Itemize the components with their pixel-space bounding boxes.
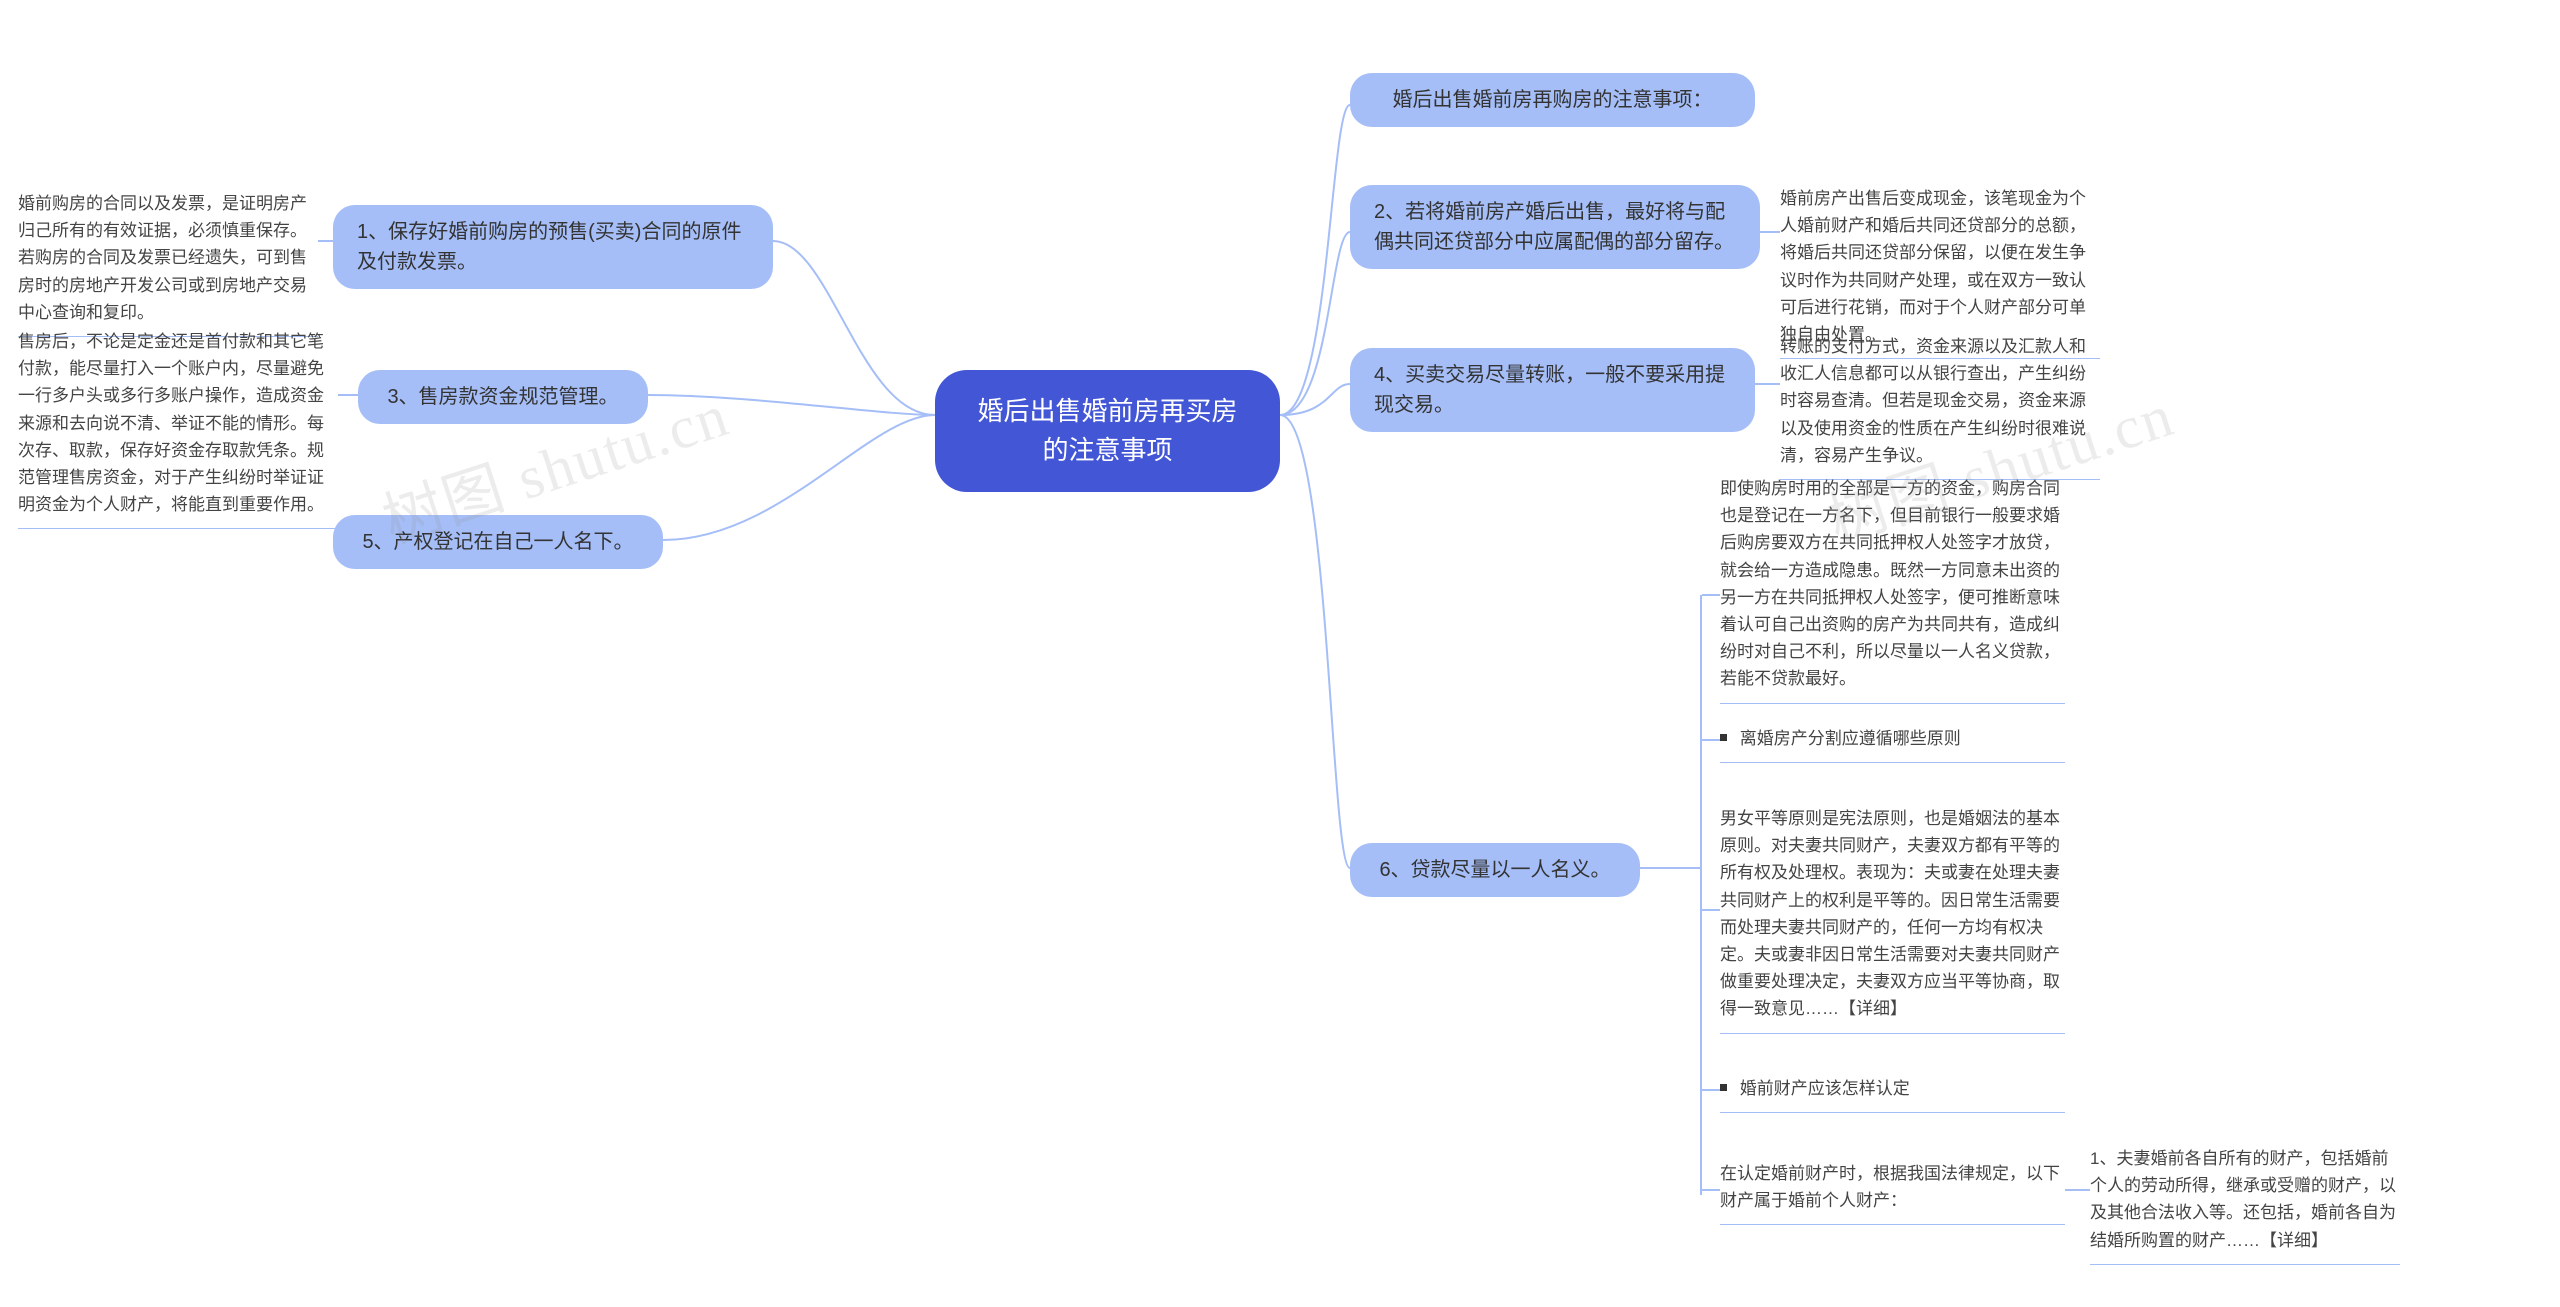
node-5: 5、产权登记在自己一人名下。 bbox=[333, 515, 663, 569]
root-label: 婚后出售婚前房再买房的注意事项 bbox=[971, 392, 1244, 470]
node-6-child-2: 男女平等原则是宪法原则，也是婚姻法的基本原则。对夫妻共同财产，夫妻双方都有平等的… bbox=[1720, 805, 2065, 1034]
node-6-child-4-leaf: 1、夫妻婚前各自所有的财产，包括婚前个人的劳动所得，继承或受赠的财产，以及其他合… bbox=[2090, 1145, 2400, 1265]
node-1-label: 1、保存好婚前购房的预售(买卖)合同的原件及付款发票。 bbox=[357, 217, 749, 277]
root-node: 婚后出售婚前房再买房的注意事项 bbox=[935, 370, 1280, 492]
connection-lines bbox=[0, 0, 2560, 1307]
node-6-label: 6、贷款尽量以一人名义。 bbox=[1379, 855, 1610, 885]
node-4-leaf: 转账的支付方式，资金来源以及汇款人和收汇人信息都可以从银行查出，产生纠纷时容易查… bbox=[1780, 333, 2100, 480]
node-2: 2、若将婚前房产婚后出售，最好将与配偶共同还贷部分中应属配偶的部分留存。 bbox=[1350, 185, 1760, 269]
bullet-icon bbox=[1720, 1084, 1727, 1091]
node-3-label: 3、售房款资金规范管理。 bbox=[387, 382, 618, 412]
bullet-icon bbox=[1720, 734, 1727, 741]
node-6-child-3: 婚前财产应该怎样认定 bbox=[1720, 1075, 2065, 1113]
node-6-child-1: 离婚房产分割应遵循哪些原则 bbox=[1720, 725, 2065, 763]
node-top: 婚后出售婚前房再购房的注意事项： bbox=[1350, 73, 1755, 127]
bracket-ticks bbox=[0, 0, 2560, 1307]
node-6-bracket bbox=[1700, 595, 1702, 1195]
node-1: 1、保存好婚前购房的预售(买卖)合同的原件及付款发票。 bbox=[333, 205, 773, 289]
node-top-label: 婚后出售婚前房再购房的注意事项： bbox=[1393, 85, 1713, 115]
node-6-child-4: 在认定婚前财产时，根据我国法律规定，以下财产属于婚前个人财产： bbox=[1720, 1160, 2065, 1225]
node-4: 4、买卖交易尽量转账，一般不要采用提现交易。 bbox=[1350, 348, 1755, 432]
node-6: 6、贷款尽量以一人名义。 bbox=[1350, 843, 1640, 897]
node-5-label: 5、产权登记在自己一人名下。 bbox=[362, 527, 633, 557]
node-1-leaf: 婚前购房的合同以及发票，是证明房产归己所有的有效证据，必须慎重保存。若购房的合同… bbox=[18, 190, 318, 337]
node-2-label: 2、若将婚前房产婚后出售，最好将与配偶共同还贷部分中应属配偶的部分留存。 bbox=[1374, 197, 1736, 257]
node-3-leaf: 售房后，不论是定金还是首付款和其它笔付款，能尽量打入一个账户内，尽量避免一行多户… bbox=[18, 328, 338, 529]
node-6-child-0: 即使购房时用的全部是一方的资金，购房合同也是登记在一方名下，但目前银行一般要求婚… bbox=[1720, 475, 2065, 704]
node-4-label: 4、买卖交易尽量转账，一般不要采用提现交易。 bbox=[1374, 360, 1731, 420]
node-3: 3、售房款资金规范管理。 bbox=[358, 370, 648, 424]
